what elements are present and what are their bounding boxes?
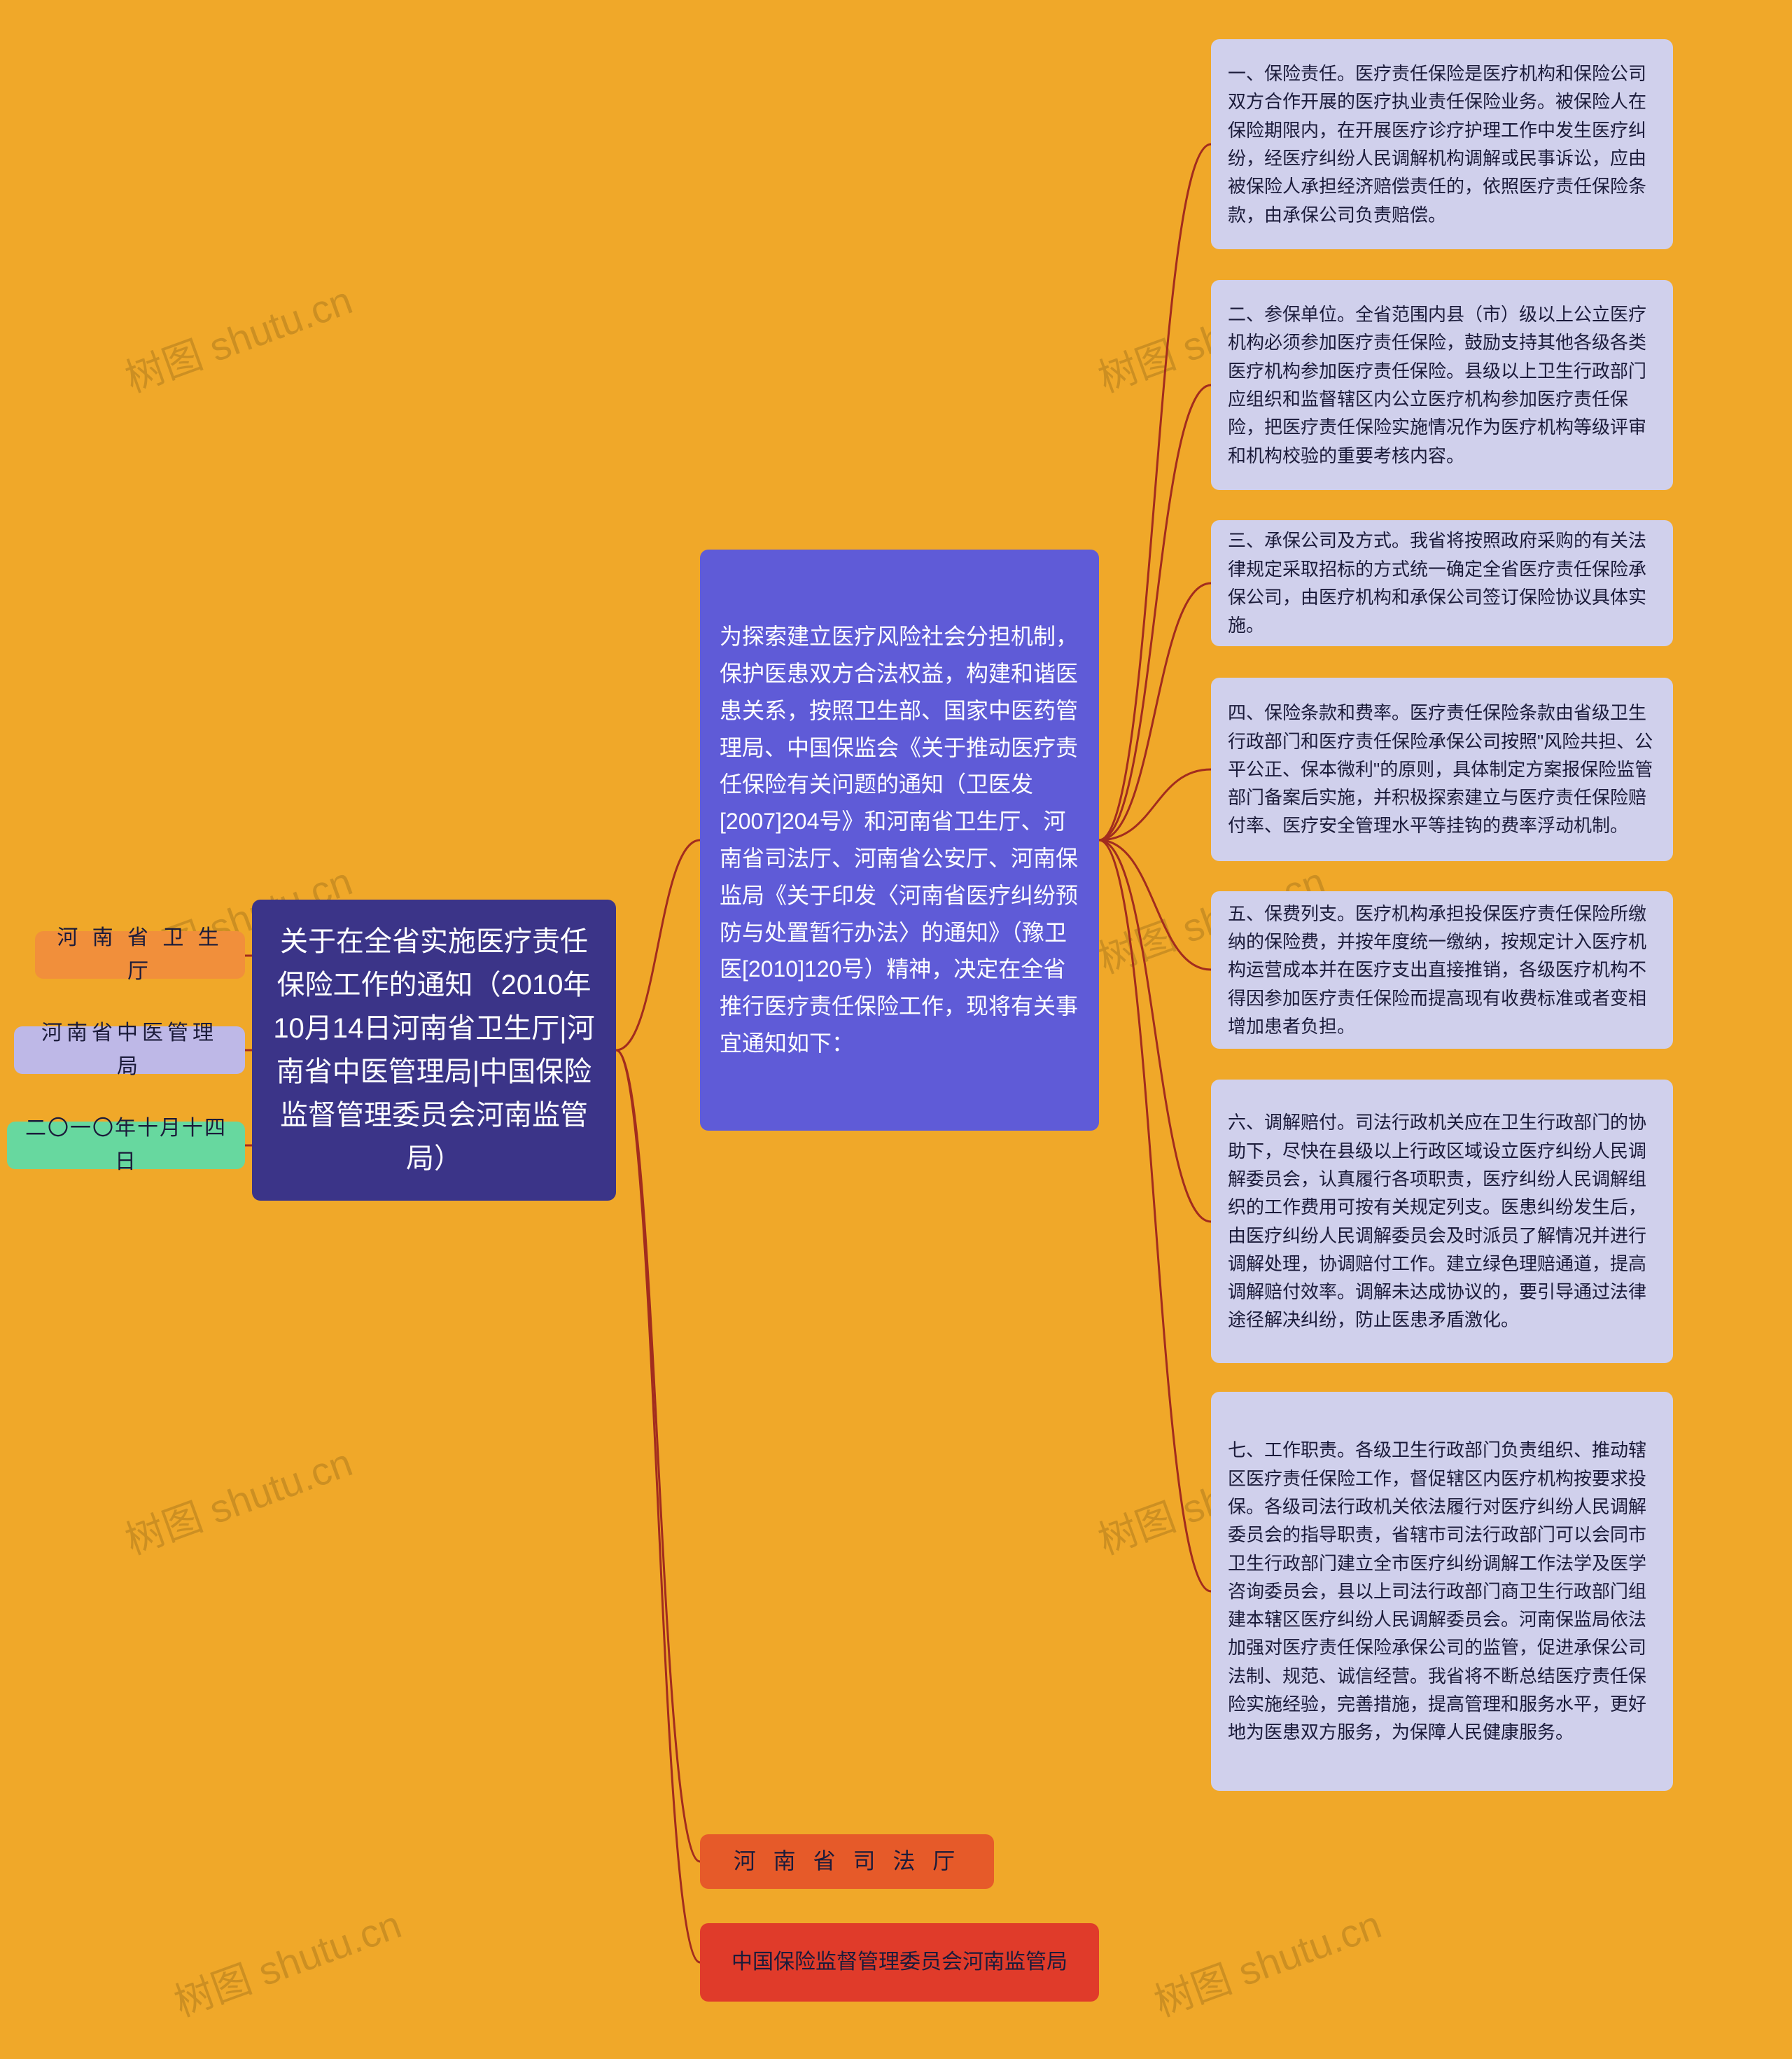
left-node-health-dept: 河 南 省 卫 生 厅 <box>35 931 245 979</box>
bottom-node-justice-dept: 河 南 省 司 法 厅 <box>700 1834 994 1889</box>
watermark: 树图 shutu.cn <box>1145 1893 1388 2027</box>
detail-node-3: 三、承保公司及方式。我省将按照政府采购的有关法律规定采取招标的方式统一确定全省医… <box>1211 520 1673 646</box>
detail-node-7: 七、工作职责。各级卫生行政部门负责组织、推动辖区医疗责任保险工作，督促辖区内医疗… <box>1211 1392 1673 1791</box>
watermark: 树图 shutu.cn <box>165 1893 408 2027</box>
left-node-date: 二〇一〇年十月十四日 <box>7 1122 245 1169</box>
bottom-node-insurance-regulator: 中国保险监督管理委员会河南监管局 <box>700 1923 1099 2002</box>
detail-node-1: 一、保险责任。医疗责任保险是医疗机构和保险公司双方合作开展的医疗执业责任保险业务… <box>1211 39 1673 249</box>
left-node-tcm-bureau: 河南省中医管理局 <box>14 1026 245 1074</box>
detail-node-5: 五、保费列支。医疗机构承担投保医疗责任保险所缴纳的保险费，并按年度统一缴纳，按规… <box>1211 891 1673 1049</box>
major-intro-node: 为探索建立医疗风险社会分担机制，保护医患双方合法权益，构建和谐医患关系，按照卫生… <box>700 550 1099 1131</box>
detail-node-6: 六、调解赔付。司法行政机关应在卫生行政部门的协助下，尽快在县级以上行政区域设立医… <box>1211 1080 1673 1363</box>
detail-node-2: 二、参保单位。全省范围内县（市）级以上公立医疗机构必须参加医疗责任保险，鼓励支持… <box>1211 280 1673 490</box>
root-node: 关于在全省实施医疗责任保险工作的通知（2010年10月14日河南省卫生厅|河南省… <box>252 900 616 1201</box>
watermark: 树图 shutu.cn <box>116 1431 359 1565</box>
watermark: 树图 shutu.cn <box>116 269 359 403</box>
detail-node-4: 四、保险条款和费率。医疗责任保险条款由省级卫生行政部门和医疗责任保险承保公司按照… <box>1211 678 1673 861</box>
